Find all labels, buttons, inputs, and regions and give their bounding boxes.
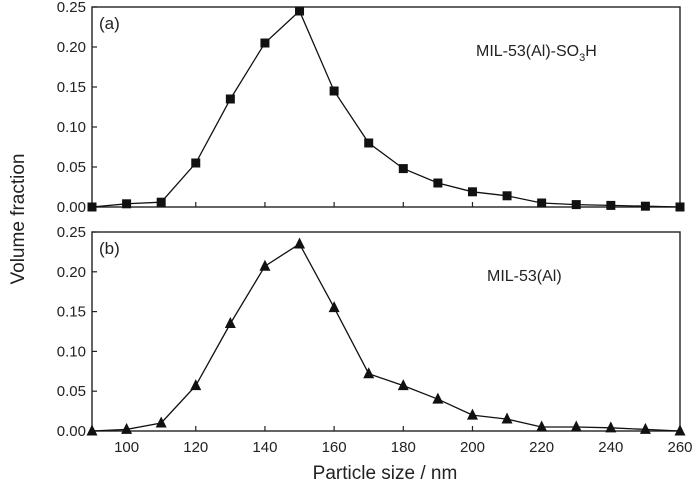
y-tick-label: 0.00	[57, 199, 86, 216]
y-tick-label: 0.15	[57, 79, 86, 96]
x-tick-label: 260	[667, 439, 692, 456]
panel-a-sample-main: MIL-53(Al)-SO	[476, 43, 579, 60]
y-tick-label: 0.05	[57, 383, 86, 400]
data-point-square	[433, 178, 443, 188]
panel-a: 0.00 0.05 0.10 0.15 0.20 0.25 (a) MIL-53(Al)-…	[57, 0, 685, 216]
data-point-triangle	[259, 259, 271, 271]
data-point-square	[364, 138, 374, 148]
x-tick-label: 120	[183, 439, 208, 456]
data-point-square	[122, 199, 132, 209]
data-point-triangle	[605, 421, 617, 433]
data-point-square	[675, 202, 685, 212]
panel-a-sample-tail: H	[585, 43, 597, 60]
panel-b-series-line	[91, 242, 681, 432]
y-tick-label: 0.15	[57, 304, 86, 321]
data-point-square	[87, 202, 97, 212]
data-point-square	[225, 94, 235, 104]
data-point-triangle	[639, 422, 651, 434]
data-point-triangle	[86, 424, 98, 436]
y-tick-label: 0.05	[57, 159, 86, 176]
panel-a-markers	[87, 6, 685, 212]
y-tick-label: 0.10	[57, 343, 86, 360]
data-point-square	[606, 200, 616, 210]
data-point-square	[467, 187, 477, 197]
data-point-square	[260, 38, 270, 48]
data-point-triangle	[155, 416, 167, 428]
x-tick-label: 180	[391, 439, 416, 456]
panel-a-sample-label: MIL-53(Al)-SO3H	[476, 43, 597, 64]
panel-b: 0.00 0.05 0.10 0.15 0.20 0.25 100 120 140 160 180…	[57, 224, 693, 456]
x-tick-label: 100	[114, 439, 139, 456]
panel-b-y-ticks: 0.00 0.05 0.10 0.15 0.20 0.25	[57, 224, 97, 440]
panel-b-tag: (b)	[99, 239, 120, 258]
data-point-square	[295, 6, 305, 16]
data-point-triangle	[432, 392, 444, 404]
y-axis-title: Volume fraction	[8, 154, 29, 285]
panel-b-markers	[86, 237, 686, 436]
panel-a-sample-sub: 3	[579, 52, 585, 64]
data-point-square	[571, 200, 581, 210]
x-tick-label: 200	[460, 439, 485, 456]
x-tick-label: 240	[598, 439, 623, 456]
data-point-square	[191, 158, 201, 168]
y-tick-label: 0.20	[57, 39, 86, 56]
panel-a-frame	[91, 6, 681, 208]
panel-a-tag: (a)	[99, 14, 120, 33]
data-point-triangle	[570, 420, 582, 432]
data-point-triangle	[190, 379, 202, 391]
data-point-square	[502, 191, 512, 201]
x-tick-label: 140	[252, 439, 277, 456]
panel-b-x-ticks: 100 120 140 160 180 200 220 240 260	[114, 426, 693, 456]
data-point-triangle	[536, 420, 548, 432]
y-tick-label: 0.00	[57, 423, 86, 440]
data-point-triangle	[328, 301, 340, 313]
data-point-square	[640, 201, 650, 211]
y-tick-label: 0.10	[57, 119, 86, 136]
data-point-triangle	[397, 379, 409, 391]
y-tick-label: 0.20	[57, 264, 86, 281]
data-point-square	[398, 164, 408, 174]
data-point-square	[329, 86, 339, 96]
y-tick-label: 0.25	[57, 224, 86, 241]
data-point-triangle	[501, 412, 513, 424]
x-tick-label: 220	[529, 439, 554, 456]
panel-a-y-ticks: 0.00 0.05 0.10 0.15 0.20 0.25	[57, 0, 97, 216]
panel-a-series-line	[91, 9, 681, 208]
panel-b-frame	[91, 231, 681, 432]
data-point-square	[537, 198, 547, 208]
data-point-triangle	[363, 367, 375, 379]
data-point-triangle	[121, 422, 133, 434]
data-point-triangle	[294, 237, 306, 249]
data-point-triangle	[224, 317, 236, 329]
x-axis-title: Particle size / nm	[313, 463, 458, 484]
data-point-triangle	[674, 424, 686, 436]
panel-b-sample-label: MIL-53(Al)	[487, 268, 562, 285]
x-tick-label: 160	[322, 439, 347, 456]
y-tick-label: 0.25	[57, 0, 86, 16]
data-point-square	[156, 197, 166, 207]
data-point-triangle	[466, 408, 478, 420]
